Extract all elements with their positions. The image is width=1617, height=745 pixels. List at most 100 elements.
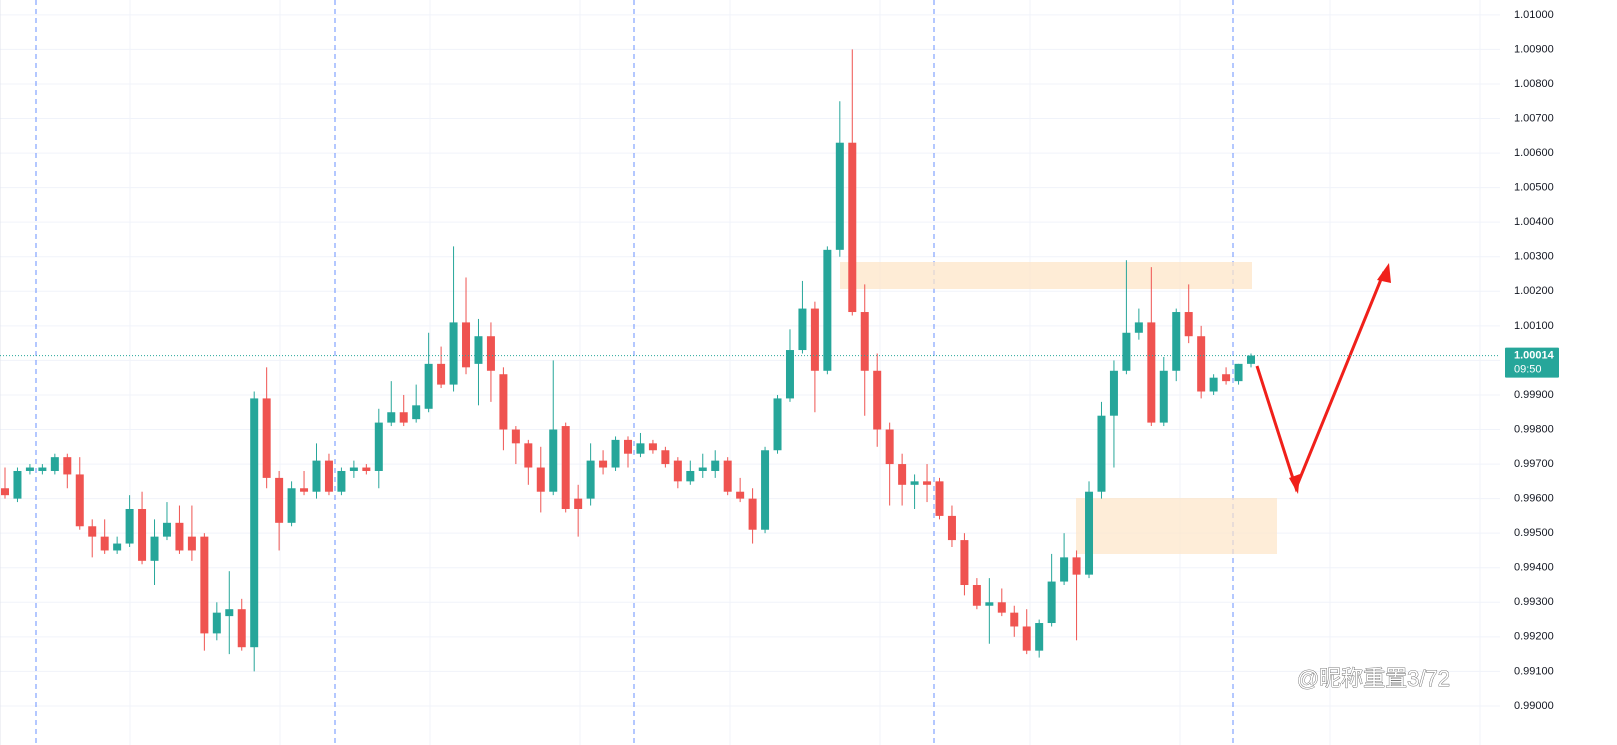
candle-body [673,460,682,482]
horizontal-grid [0,14,1500,707]
candle-body [175,522,184,551]
candle-body [611,439,620,468]
candle-body [661,450,670,465]
candle-body [748,498,757,530]
candle-body [312,460,321,492]
candle-body [150,536,159,561]
session-separators [35,0,1234,745]
candle-body [935,481,944,516]
candle-body [100,536,109,551]
y-tick-label: 0.99600 [1514,493,1554,505]
y-tick-label: 0.99300 [1514,596,1554,608]
forecast-arrows [1255,263,1391,494]
candle-body [399,412,408,423]
candle-body [773,398,782,451]
candle-body [1047,581,1056,624]
candle-body [262,398,271,478]
candle-body [1172,312,1181,371]
candle-body [349,467,358,471]
candle-body [947,515,956,541]
candle-body [138,508,147,561]
candle-body [437,363,446,385]
candle-body [835,142,844,250]
candle-body [1035,623,1044,651]
candle-body [1072,557,1081,575]
candle-body [586,460,595,499]
candle-body [1222,374,1231,382]
candle-body [873,370,882,430]
candle-body [711,460,720,471]
candle-body [549,429,558,492]
candle-body [237,609,246,648]
candle-body [162,522,171,537]
candle-body [474,336,483,364]
candle-body [412,405,421,420]
candle-body [187,536,196,551]
candle-body [1,488,9,496]
y-tick-label: 0.99800 [1514,423,1554,435]
y-tick-label: 1.00900 [1514,43,1554,55]
candle-body [599,460,608,468]
candle-body [810,308,819,371]
candle-body [574,498,583,509]
candle-body [1085,491,1094,575]
candle-body [462,322,471,368]
candle-body [13,470,22,499]
candle-body [125,508,134,544]
candle-body [1109,370,1118,416]
candle-body [1184,312,1193,337]
forecast-path [1255,271,1386,493]
candle-body [923,481,932,485]
arrow-head [1289,474,1300,494]
y-tick-label: 0.99700 [1514,458,1554,470]
candle-body [511,429,520,444]
candle-body [1247,355,1255,364]
y-tick-label: 1.00700 [1514,112,1554,124]
candle-body [648,443,657,451]
candle-body [686,470,695,482]
y-tick-label: 1.00400 [1514,216,1554,228]
vertical-grid [129,0,1481,745]
candle-body [898,464,907,485]
last-price-label: 1.00014 [1514,349,1555,361]
candle-body [212,612,221,634]
candle-body [985,602,994,606]
candle-body [449,322,458,385]
candle-body [960,540,969,586]
candle-body [798,308,807,351]
candle-body [1122,332,1131,371]
candle-body [50,457,59,471]
candle-body [1209,377,1218,392]
candle-body [910,481,919,485]
candle-body [287,488,296,523]
candle-body [113,543,122,551]
y-tick-label: 1.00500 [1514,182,1554,194]
y-tick-label: 1.00200 [1514,285,1554,297]
candle-body [823,249,832,371]
candle-body [486,336,495,371]
y-tick-label: 0.99100 [1514,665,1554,677]
candle-body [300,488,309,492]
candle-body [1060,557,1069,582]
candle-body [75,474,84,527]
candle-body [499,374,508,430]
candle-body [362,467,371,471]
countdown-label: 09:50 [1514,363,1542,375]
candle-body [1010,612,1019,627]
candle-body [561,426,570,509]
candles [1,49,1255,672]
y-tick-label: 1.00300 [1514,251,1554,263]
candle-body [997,602,1006,613]
candle-body [63,457,72,475]
candle-body [1097,415,1106,492]
candle-body [374,422,383,471]
y-tick-label: 1.00800 [1514,78,1554,90]
candle-body [1234,363,1243,382]
last-price-box [1505,347,1559,378]
candle-body [88,526,97,537]
candle-body [1147,322,1156,423]
candle-body [25,467,34,471]
candle-body [324,460,333,492]
support-zone [1076,498,1277,554]
